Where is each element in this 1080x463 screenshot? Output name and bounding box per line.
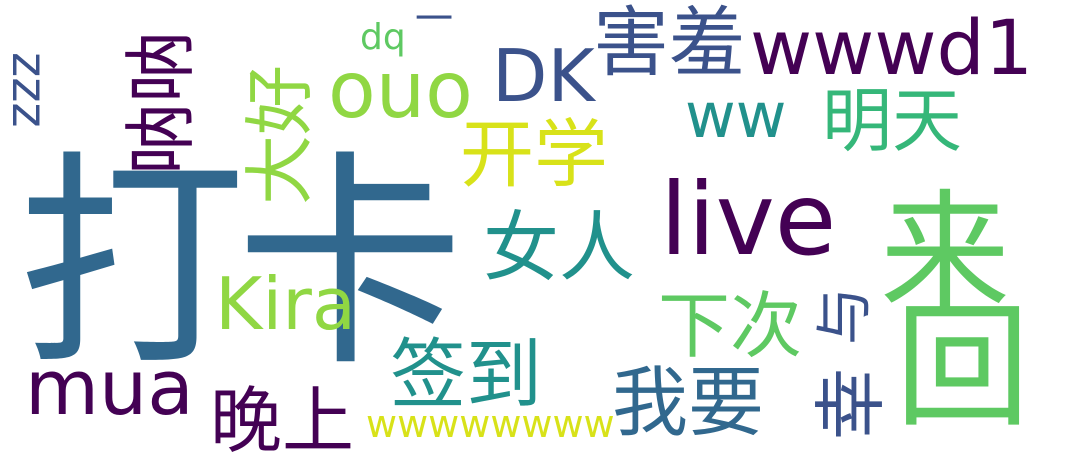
- word-dk: DK: [492, 34, 595, 118]
- word-wwwwwwww: wwwwwwww: [366, 402, 615, 446]
- word-daka: 打卡: [18, 131, 464, 397]
- word-hai-xiu: 害羞: [593, 0, 745, 87]
- word-zzz: zzz: [1, 52, 57, 128]
- word-xia-ci: 下次: [658, 284, 803, 368]
- word-ming-tian: 明天: [822, 80, 962, 162]
- word-hui: 回: [895, 289, 1030, 446]
- word-wwwd1: wwwd1: [750, 3, 1034, 92]
- word-ww: ww: [685, 79, 787, 152]
- word-yu: 与: [810, 286, 878, 345]
- word-ouo: ouo: [328, 46, 473, 136]
- word-da-hao: 大好: [239, 65, 321, 205]
- word-nv-ren: 女人: [483, 203, 635, 292]
- word-qian-dao: 签到: [390, 330, 542, 419]
- word-kira: Kira: [215, 262, 356, 346]
- word-live: live: [660, 161, 837, 278]
- word-xing: 幸: [809, 367, 893, 440]
- word-wo-yao: 我要: [612, 358, 764, 447]
- word-dash: 一: [415, 0, 454, 41]
- word-dq: dq: [360, 17, 406, 58]
- word-cai: 来: [880, 177, 1011, 329]
- word-mua: mua: [25, 343, 194, 432]
- word-wan-shang: 晚上: [210, 379, 355, 463]
- word-lou-lou: 呐呐: [119, 30, 203, 175]
- word-kai-xue: 开学: [460, 112, 608, 198]
